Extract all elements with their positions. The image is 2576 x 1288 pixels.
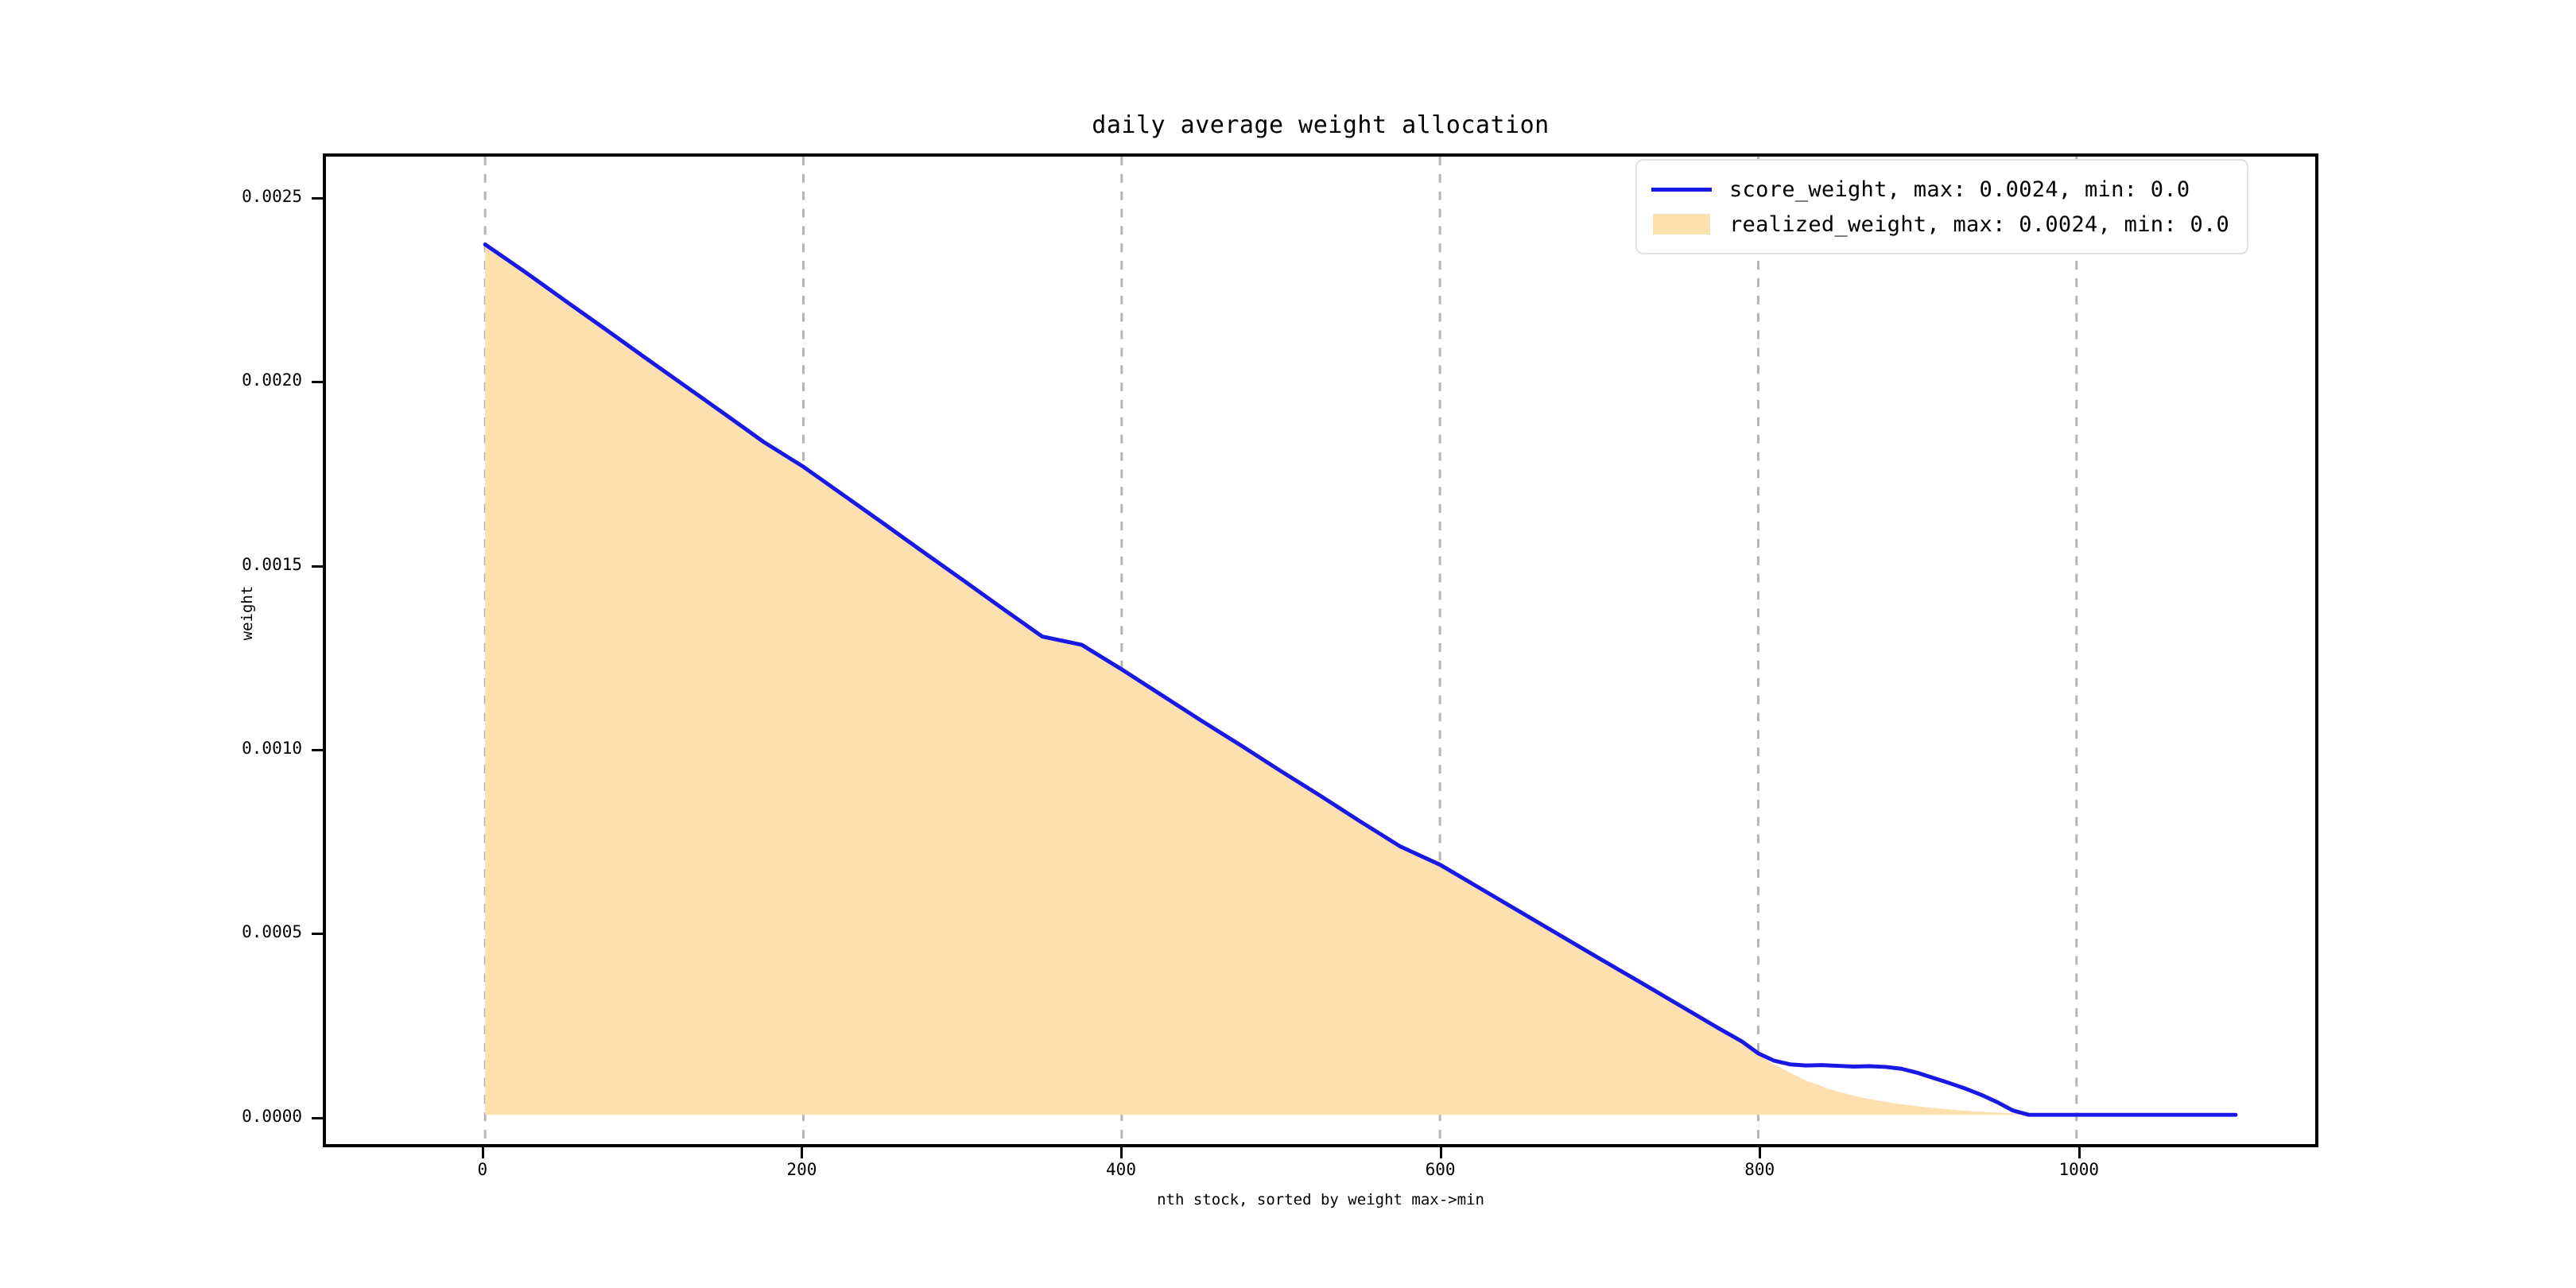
x-tick-mark-3 <box>1439 1147 1442 1158</box>
y-tick-label-0: 0.0000 <box>242 1106 302 1126</box>
x-tick-label-4: 800 <box>1744 1160 1775 1179</box>
x-tick-label-5: 1000 <box>2058 1160 2100 1179</box>
x-tick-label-1: 200 <box>786 1160 817 1179</box>
y-axis-label: weight <box>239 585 256 641</box>
realized-weight-area <box>485 244 2236 1115</box>
y-tick-label-5: 0.0025 <box>242 186 302 206</box>
page-title: daily average weight allocation <box>1092 111 1550 139</box>
gridlines-group <box>483 157 2078 1144</box>
y-tick-mark-4 <box>312 381 323 384</box>
x-axis-label: nth stock, sorted by weight max->min <box>1157 1191 1484 1208</box>
legend-line-swatch-icon <box>1651 177 1712 201</box>
y-tick-mark-3 <box>312 564 323 568</box>
legend-item-score-weight: score_weight, max: 0.0024, min: 0.0 <box>1651 172 2229 207</box>
y-tick-mark-0 <box>312 1116 323 1119</box>
y-tick-mark-2 <box>312 749 323 751</box>
plot-svg <box>483 157 2238 1144</box>
score-weight-line <box>483 242 2238 1117</box>
x-tick-mark-2 <box>1120 1147 1123 1158</box>
x-tick-mark-5 <box>2077 1147 2081 1158</box>
y-tick-label-4: 0.0020 <box>242 370 302 390</box>
x-tick-label-2: 400 <box>1106 1160 1136 1179</box>
y-tick-mark-1 <box>312 933 323 936</box>
legend-patch-swatch-icon <box>1651 212 1712 236</box>
y-tick-label-1: 0.0005 <box>242 922 302 942</box>
x-tick-mark-4 <box>1759 1147 1762 1158</box>
x-tick-mark-1 <box>801 1147 804 1158</box>
y-tick-mark-5 <box>312 196 323 200</box>
legend-label-realized-weight: realized_weight, max: 0.0024, min: 0.0 <box>1729 211 2230 237</box>
chart-legend: score_weight, max: 0.0024, min: 0.0 real… <box>1635 159 2249 254</box>
x-tick-label-3: 600 <box>1425 1160 1456 1179</box>
x-tick-label-0: 0 <box>477 1160 488 1179</box>
plot-area <box>323 153 2318 1147</box>
x-tick-mark-0 <box>481 1147 484 1158</box>
y-tick-label-3: 0.0015 <box>242 554 302 574</box>
legend-label-score-weight: score_weight, max: 0.0024, min: 0.0 <box>1729 177 2190 202</box>
legend-item-realized-weight: realized_weight, max: 0.0024, min: 0.0 <box>1651 207 2229 242</box>
y-tick-label-2: 0.0010 <box>242 739 302 758</box>
